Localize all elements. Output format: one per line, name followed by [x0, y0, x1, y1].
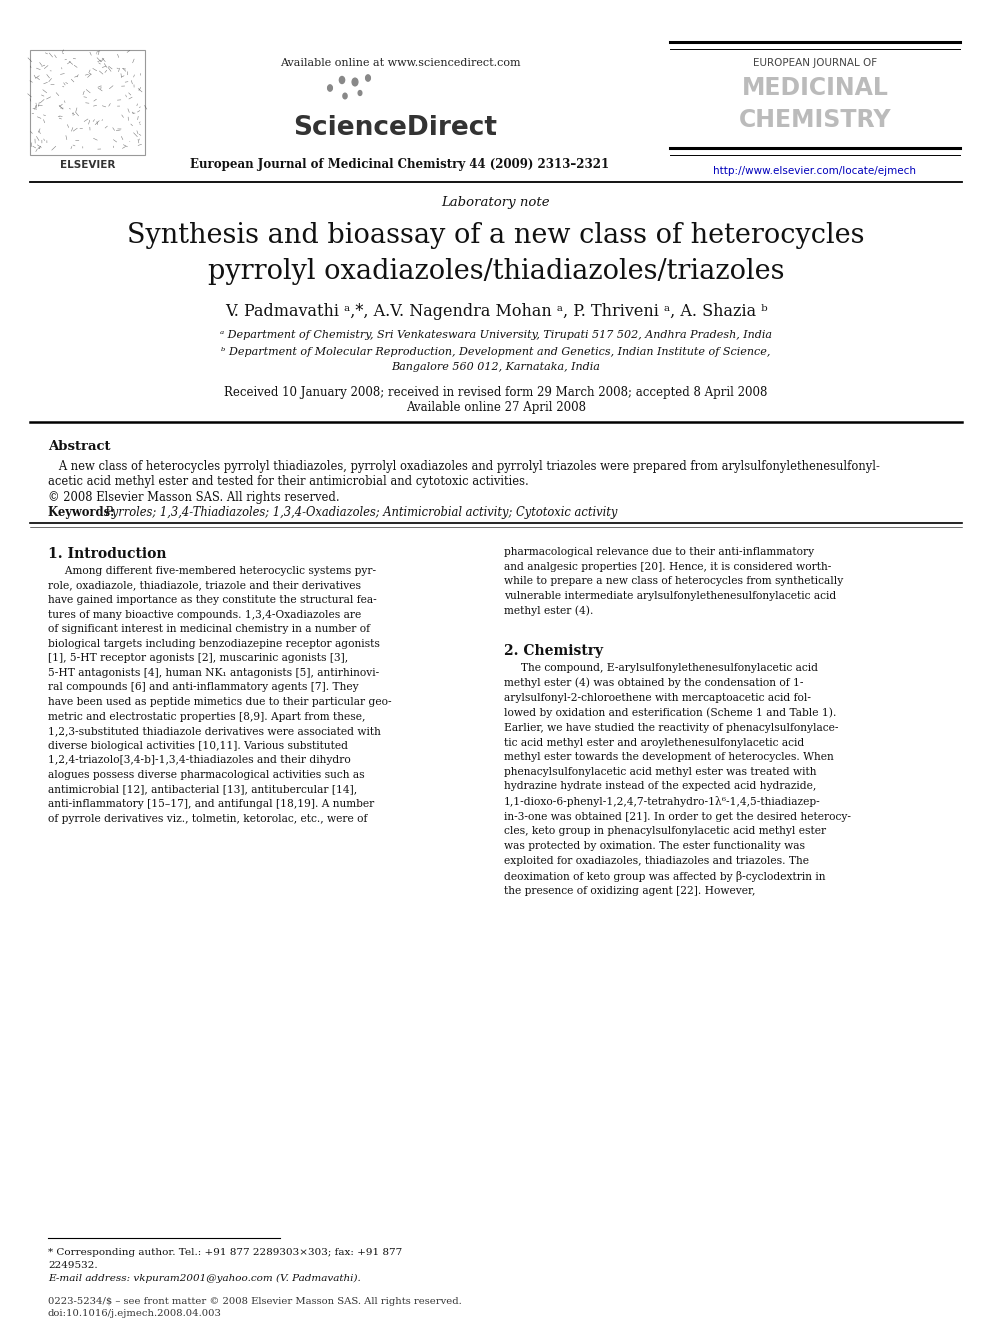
Circle shape — [343, 93, 347, 99]
Text: A new class of heterocycles pyrrolyl thiadiazoles, pyrrolyl oxadiazoles and pyrr: A new class of heterocycles pyrrolyl thi… — [48, 460, 880, 474]
Text: EUROPEAN JOURNAL OF: EUROPEAN JOURNAL OF — [753, 58, 877, 67]
Text: Synthesis and bioassay of a new class of heterocycles: Synthesis and bioassay of a new class of… — [127, 222, 865, 249]
Circle shape — [352, 78, 358, 86]
Text: E-mail address: vkpuram2001@yahoo.com (V. Padmavathi).: E-mail address: vkpuram2001@yahoo.com (V… — [48, 1274, 361, 1283]
Text: http://www.elsevier.com/locate/ejmech: http://www.elsevier.com/locate/ejmech — [713, 165, 917, 176]
Text: 2249532.: 2249532. — [48, 1261, 97, 1270]
Text: CHEMISTRY: CHEMISTRY — [739, 108, 892, 132]
Text: 2. Chemistry: 2. Chemistry — [504, 644, 603, 658]
Bar — [30, 50, 145, 155]
Text: Among different five-membered heterocyclic systems pyr-
role, oxadiazole, thiadi: Among different five-membered heterocycl… — [48, 566, 392, 823]
Circle shape — [327, 85, 332, 91]
Text: The compound, E-arylsulfonylethenesulfonylacetic acid
methyl ester (4) was obtai: The compound, E-arylsulfonylethenesulfon… — [504, 663, 851, 896]
Text: Laboratory note: Laboratory note — [441, 196, 551, 209]
Circle shape — [339, 77, 344, 83]
Text: © 2008 Elsevier Masson SAS. All rights reserved.: © 2008 Elsevier Masson SAS. All rights r… — [48, 491, 339, 504]
Text: 0223-5234/$ – see front matter © 2008 Elsevier Masson SAS. All rights reserved.: 0223-5234/$ – see front matter © 2008 El… — [48, 1297, 461, 1306]
Text: Keywords:: Keywords: — [48, 505, 118, 519]
Text: ScienceDirect: ScienceDirect — [293, 115, 497, 142]
Text: MEDICINAL: MEDICINAL — [742, 75, 889, 101]
Text: 1. Introduction: 1. Introduction — [48, 546, 167, 561]
Text: doi:10.1016/j.ejmech.2008.04.003: doi:10.1016/j.ejmech.2008.04.003 — [48, 1308, 222, 1318]
Text: ᵃ Department of Chemistry, Sri Venkateswara University, Tirupati 517 502, Andhra: ᵃ Department of Chemistry, Sri Venkatesw… — [220, 329, 772, 340]
Text: Received 10 January 2008; received in revised form 29 March 2008; accepted 8 Apr: Received 10 January 2008; received in re… — [224, 386, 768, 400]
Circle shape — [358, 90, 362, 95]
Text: Pyrroles; 1,3,4-Thiadiazoles; 1,3,4-Oxadiazoles; Antimicrobial activity; Cytotox: Pyrroles; 1,3,4-Thiadiazoles; 1,3,4-Oxad… — [104, 505, 617, 519]
Text: * Corresponding author. Tel.: +91 877 2289303×303; fax: +91 877: * Corresponding author. Tel.: +91 877 22… — [48, 1248, 402, 1257]
Text: ᵇ Department of Molecular Reproduction, Development and Genetics, Indian Institu: ᵇ Department of Molecular Reproduction, … — [221, 347, 771, 357]
Text: ELSEVIER: ELSEVIER — [61, 160, 116, 169]
Text: acetic acid methyl ester and tested for their antimicrobial and cytotoxic activi: acetic acid methyl ester and tested for … — [48, 475, 529, 488]
Text: Available online at www.sciencedirect.com: Available online at www.sciencedirect.co… — [280, 58, 521, 67]
Text: Abstract: Abstract — [48, 441, 110, 452]
Text: pyrrolyl oxadiazoles/thiadiazoles/triazoles: pyrrolyl oxadiazoles/thiadiazoles/triazo… — [207, 258, 785, 284]
Text: V. Padmavathi ᵃ,*, A.V. Nagendra Mohan ᵃ, P. Thriveni ᵃ, A. Shazia ᵇ: V. Padmavathi ᵃ,*, A.V. Nagendra Mohan ᵃ… — [224, 303, 768, 320]
Text: Available online 27 April 2008: Available online 27 April 2008 — [406, 401, 586, 414]
Circle shape — [366, 75, 370, 81]
Text: European Journal of Medicinal Chemistry 44 (2009) 2313–2321: European Journal of Medicinal Chemistry … — [190, 157, 609, 171]
Text: pharmacological relevance due to their anti-inflammatory
and analgesic propertie: pharmacological relevance due to their a… — [504, 546, 843, 617]
Text: Bangalore 560 012, Karnataka, India: Bangalore 560 012, Karnataka, India — [392, 363, 600, 372]
